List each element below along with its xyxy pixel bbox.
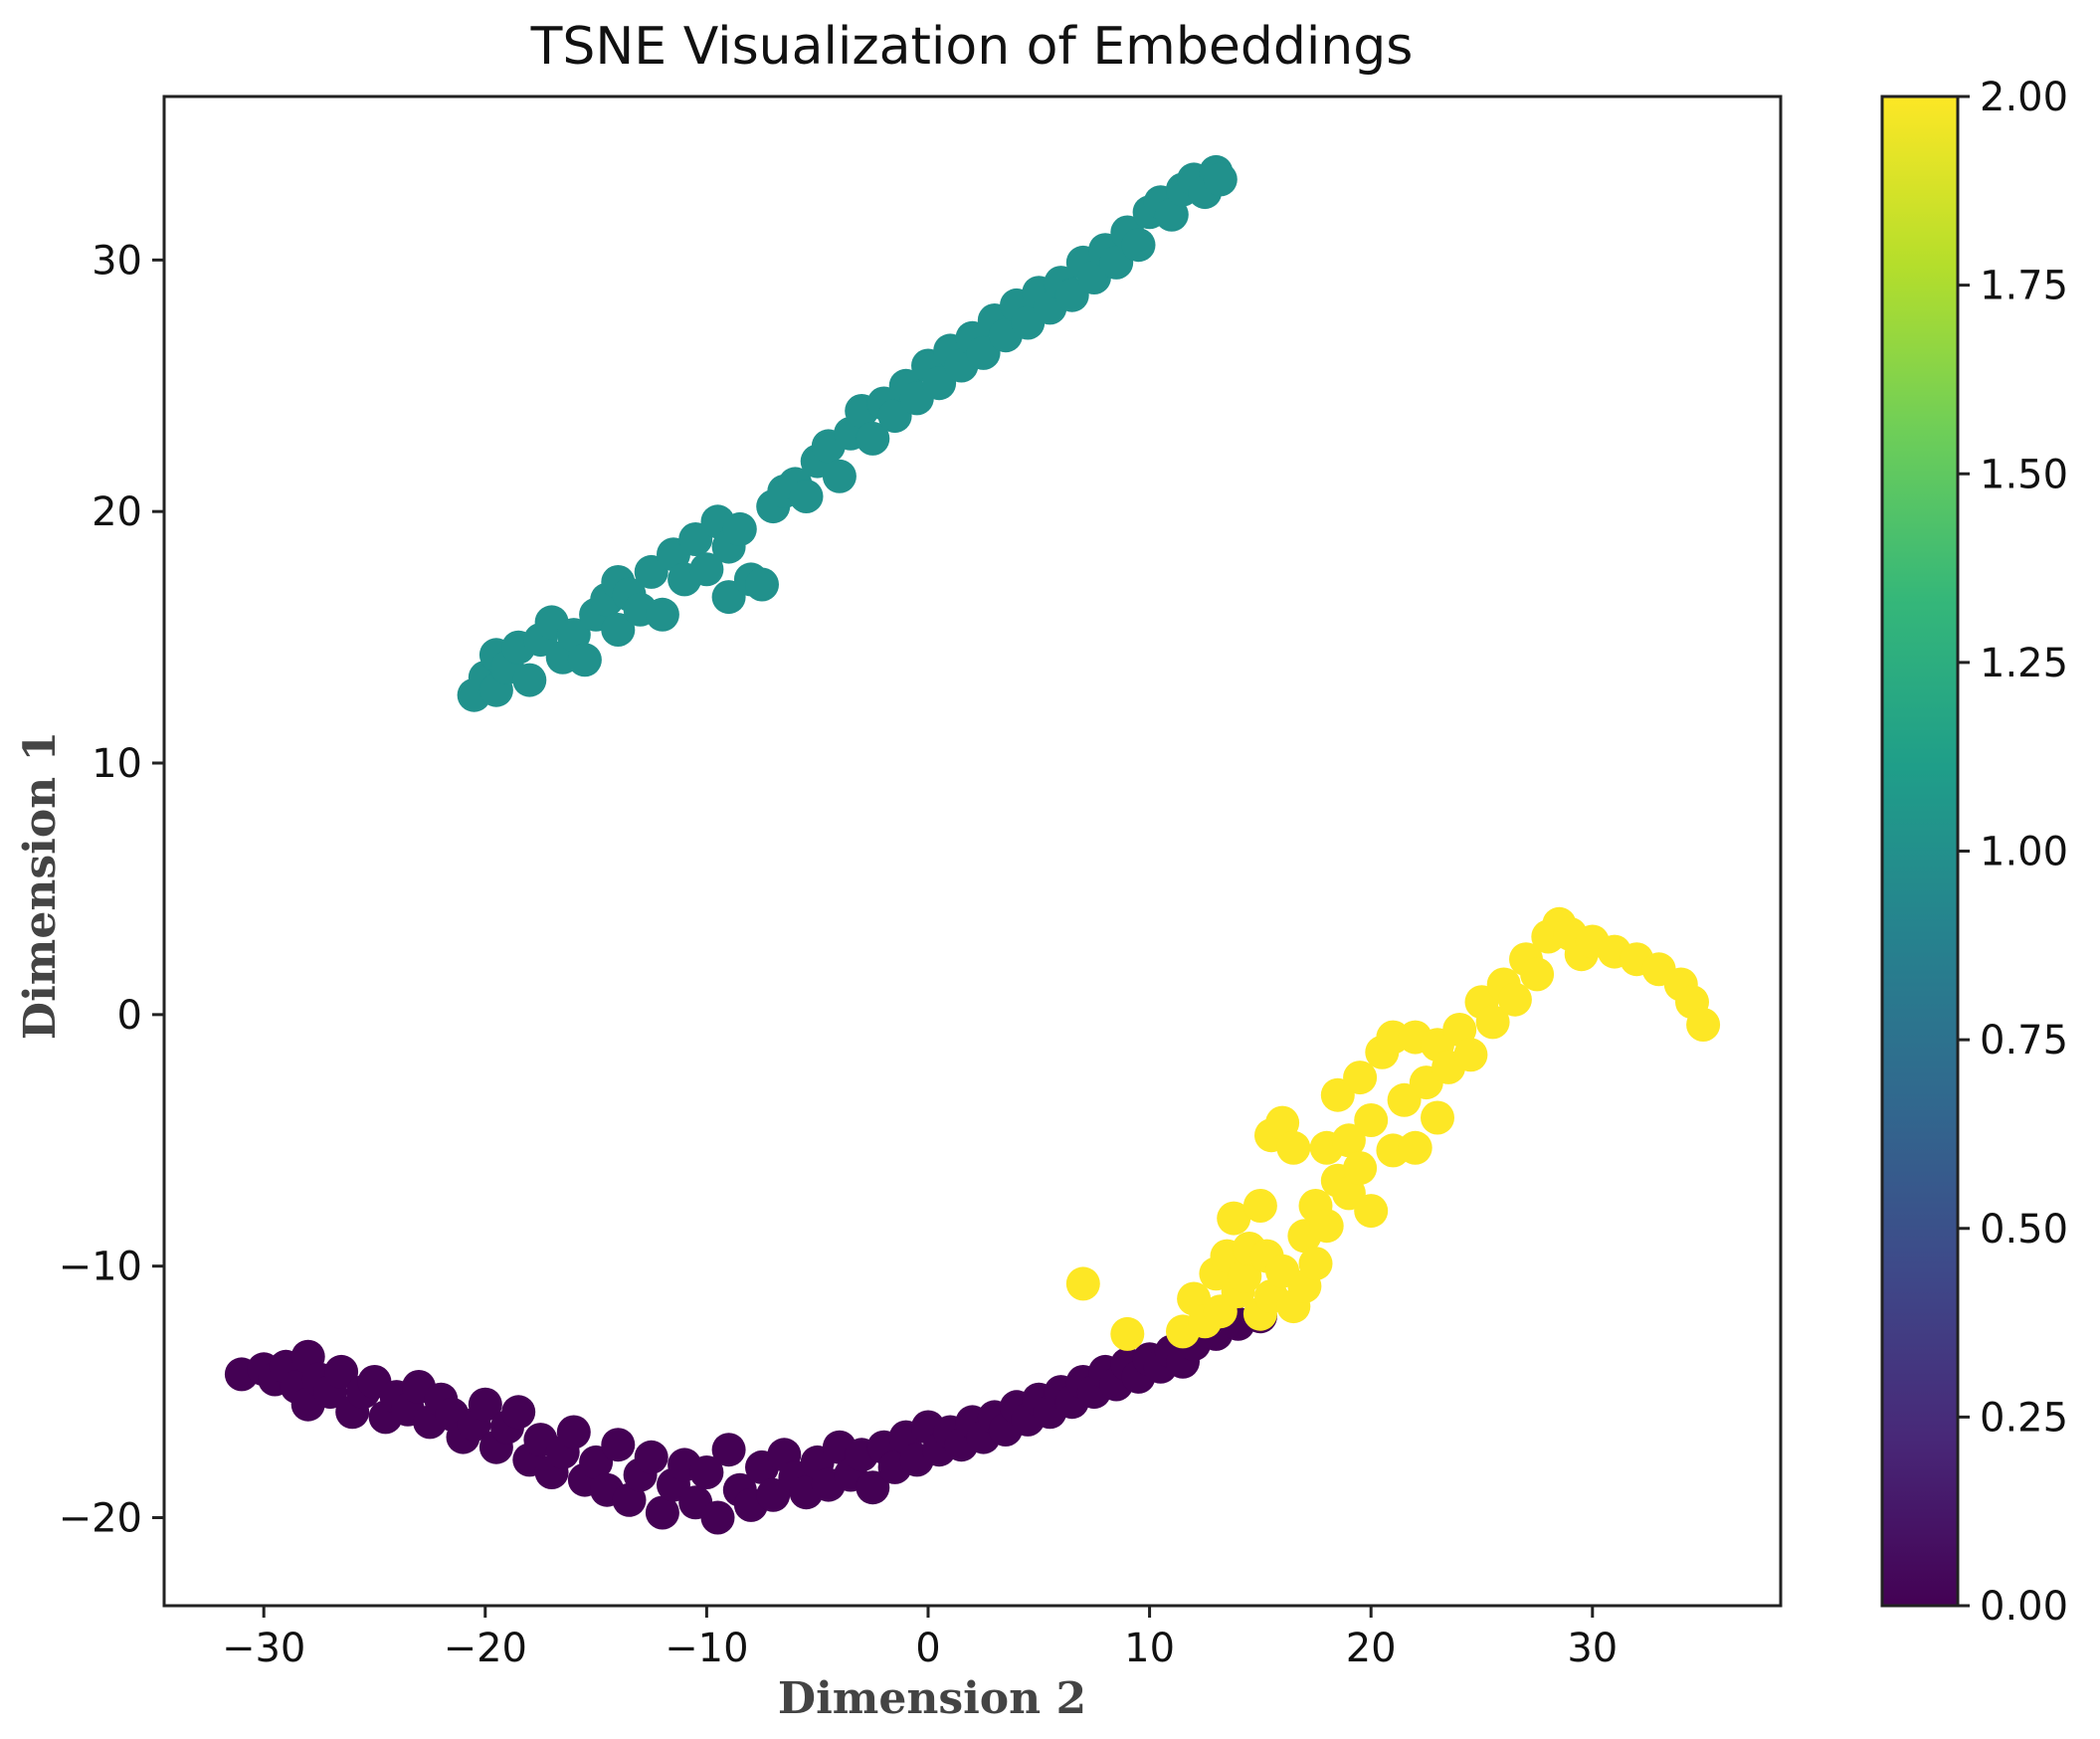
y-tick-label: 20 [92, 489, 142, 535]
point-series-1 [1121, 228, 1156, 263]
colorbar-tick-label: 0.50 [1980, 1207, 2068, 1253]
point-series-2 [1354, 1103, 1389, 1137]
point-series-0 [634, 1440, 668, 1474]
point-series-0 [468, 1387, 502, 1422]
y-tick-label: 30 [92, 238, 142, 284]
point-series-2 [1309, 1209, 1344, 1244]
point-series-0 [601, 1428, 636, 1462]
colorbar-axis: 0.00 0.25 0.50 0.75 1.00 1.25 1.50 1.75 2.00 [1958, 75, 2068, 1630]
colorbar-tick-label: 2.00 [1980, 75, 2068, 120]
point-series-1 [722, 511, 757, 546]
y-tick-label: −20 [59, 1496, 142, 1542]
point-series-1 [601, 613, 636, 647]
colorbar-tick-label: 1.00 [1980, 830, 2068, 875]
y-tick-label: 0 [117, 993, 142, 1039]
point-series-0 [711, 1433, 746, 1467]
point-series-1 [645, 597, 679, 632]
x-tick-label: 10 [1124, 1626, 1175, 1671]
point-series-1 [789, 480, 824, 513]
point-series-0 [856, 1470, 890, 1505]
x-tick-label: 0 [915, 1626, 940, 1671]
point-series-0 [700, 1500, 735, 1535]
point-series-2 [1442, 1013, 1477, 1047]
point-series-2 [1497, 982, 1532, 1017]
chart-title: TSNE Visualization of Embeddings [530, 17, 1414, 77]
y-tick-label: 10 [92, 741, 142, 787]
point-series-2 [1686, 1008, 1721, 1042]
y-axis: −20 −10 0 10 20 30 [59, 238, 164, 1542]
point-series-1 [822, 459, 857, 493]
colorbar-tick-label: 1.75 [1980, 264, 2068, 309]
point-series-0 [689, 1455, 724, 1489]
point-series-2 [1354, 1194, 1389, 1229]
x-tick-label: −30 [222, 1626, 305, 1671]
point-series-2 [1331, 1123, 1366, 1158]
point-series-1 [567, 643, 602, 677]
point-series-2 [1343, 1151, 1378, 1186]
scatter-points [224, 154, 1721, 1535]
y-tick-label: −10 [59, 1245, 142, 1290]
x-tick-label: 20 [1346, 1626, 1397, 1671]
point-series-1 [512, 663, 547, 697]
point-series-2 [1453, 1038, 1488, 1072]
point-series-2 [1217, 1201, 1251, 1236]
point-series-2 [1520, 957, 1555, 992]
point-series-1 [1203, 162, 1238, 197]
point-series-2 [1398, 1130, 1432, 1165]
x-tick-label: −20 [444, 1626, 527, 1671]
point-series-0 [324, 1354, 359, 1389]
point-series-2 [1065, 1266, 1100, 1301]
point-series-2 [1421, 1100, 1454, 1135]
x-axis: −30 −20 −10 0 10 20 30 [222, 1606, 1618, 1671]
point-series-2 [1475, 1005, 1510, 1040]
y-axis-label: Dimension 1 [15, 731, 66, 1040]
point-series-0 [612, 1482, 647, 1517]
x-axis-label: Dimension 2 [778, 1673, 1086, 1724]
point-series-2 [1343, 1061, 1378, 1095]
point-series-2 [1110, 1316, 1145, 1351]
point-series-1 [856, 421, 890, 456]
point-series-2 [1242, 1189, 1277, 1223]
point-series-2 [1276, 1130, 1311, 1165]
point-series-0 [556, 1415, 591, 1449]
colorbar-tick-label: 0.00 [1980, 1584, 2068, 1630]
point-series-1 [745, 567, 779, 602]
colorbar-tick-label: 1.25 [1980, 641, 2068, 686]
point-series-1 [689, 552, 724, 587]
point-series-2 [1228, 1258, 1262, 1293]
point-series-1 [1154, 197, 1189, 232]
plot-frame [162, 95, 1783, 1608]
point-series-2 [1298, 1247, 1333, 1281]
x-tick-label: −10 [665, 1626, 748, 1671]
colorbar-tick-label: 0.75 [1980, 1018, 2068, 1063]
point-series-0 [645, 1495, 679, 1530]
colorbar-tick-label: 0.25 [1980, 1395, 2068, 1441]
point-series-0 [501, 1395, 536, 1430]
x-tick-label: 30 [1567, 1626, 1618, 1671]
colorbar-tick-label: 1.50 [1980, 452, 2068, 497]
colorbar [1880, 95, 1960, 1608]
